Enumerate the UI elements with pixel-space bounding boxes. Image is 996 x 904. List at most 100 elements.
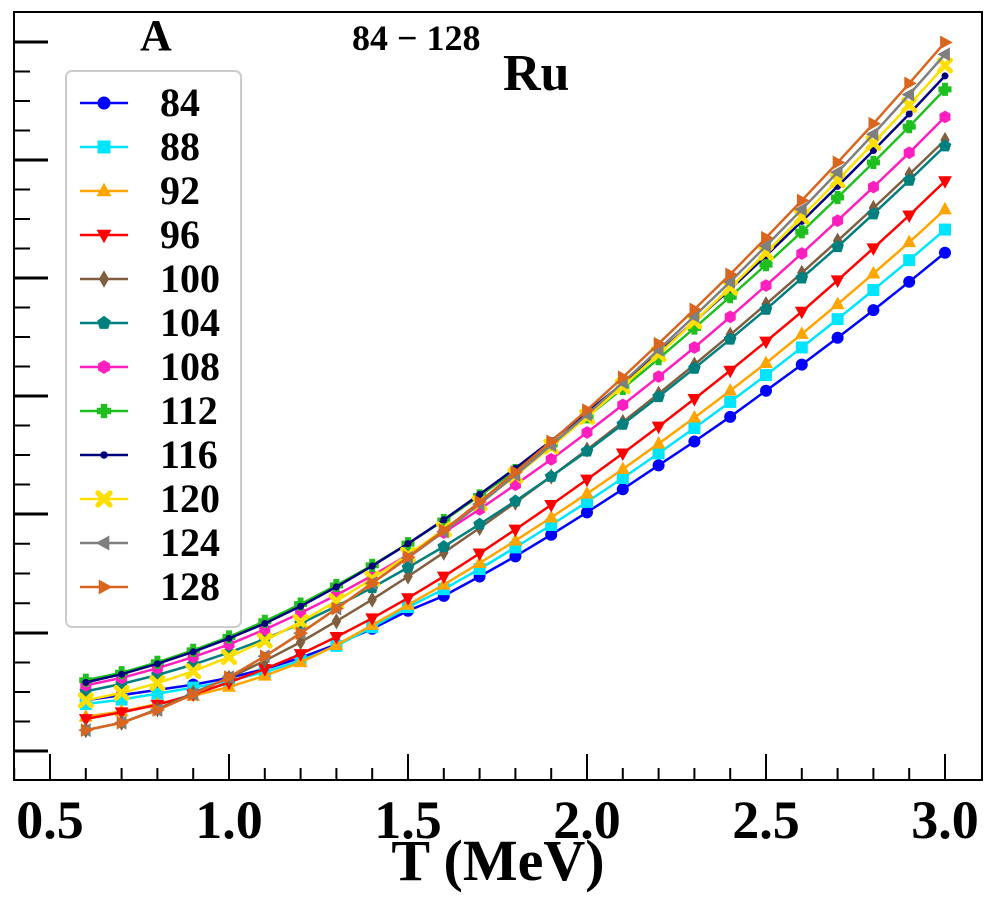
- x-tick-label: 3.0: [911, 790, 979, 850]
- data-point-96: [687, 394, 702, 407]
- data-point-128: [689, 302, 703, 317]
- series-layer: [77, 35, 953, 739]
- data-point-104: [902, 173, 916, 186]
- legend-label: 92: [160, 168, 200, 213]
- data-point-116: [332, 583, 340, 591]
- data-point-116: [440, 516, 448, 524]
- data-point-108: [760, 279, 772, 292]
- data-point-120: [221, 649, 237, 666]
- data-point-96: [651, 421, 666, 435]
- legend-label: 84: [160, 80, 200, 125]
- panel-label: A: [140, 11, 172, 60]
- data-point-104: [473, 517, 486, 530]
- data-point-96: [365, 613, 380, 626]
- data-point-120: [113, 684, 130, 701]
- legend-marker: [95, 490, 113, 508]
- legend-marker: [97, 315, 111, 329]
- data-point-108: [832, 214, 844, 227]
- data-point-96: [794, 306, 809, 320]
- data-point-92: [544, 509, 559, 523]
- data-point-108: [903, 146, 915, 160]
- data-point-108: [724, 310, 736, 324]
- data-point-84: [831, 331, 844, 344]
- data-point-96: [436, 571, 451, 585]
- data-point-92: [615, 461, 630, 474]
- x-axis-tick-labels: 0.5 1.0 1.5 2.0 2.5 3.0: [16, 790, 979, 850]
- data-point-128: [868, 116, 882, 131]
- data-point-92: [723, 383, 738, 396]
- data-point-116: [153, 660, 161, 668]
- series-128: [80, 35, 953, 738]
- legend-label: 120: [160, 476, 220, 521]
- data-point-92: [794, 326, 809, 339]
- legend-item-104: 104: [80, 300, 220, 345]
- data-point-120: [185, 663, 202, 680]
- legend-marker: [98, 360, 110, 374]
- data-point-116: [297, 602, 305, 610]
- legend-item-88: 88: [80, 124, 200, 169]
- legend-marker: [97, 96, 111, 110]
- data-point-116: [368, 562, 376, 570]
- data-point-92: [651, 436, 666, 449]
- legend-label: 96: [160, 212, 200, 257]
- data-point-100: [295, 633, 306, 651]
- data-point-116: [118, 670, 126, 678]
- legend-label: 104: [160, 300, 220, 345]
- data-point-120: [901, 97, 918, 113]
- data-point-104: [938, 139, 952, 152]
- data-point-124: [901, 87, 915, 102]
- data-point-84: [867, 304, 880, 317]
- data-point-84: [903, 275, 916, 288]
- x-axis-ticks: [13, 754, 946, 780]
- data-point-112: [938, 82, 952, 96]
- legend-label: 112: [160, 388, 218, 433]
- data-point-92: [866, 265, 881, 279]
- data-point-88: [724, 395, 737, 408]
- data-point-116: [941, 72, 949, 80]
- y-axis-ticks: [14, 40, 48, 753]
- data-point-96: [723, 365, 738, 379]
- data-point-128: [80, 723, 94, 738]
- data-point-128: [474, 494, 488, 509]
- legend-marker: [95, 535, 110, 551]
- data-point-128: [832, 155, 846, 170]
- x-tick-label: 1.0: [195, 790, 263, 850]
- data-point-96: [759, 336, 773, 350]
- data-point-124: [865, 127, 879, 142]
- data-point-116: [905, 110, 913, 118]
- data-point-108: [581, 426, 593, 439]
- legend-item-100: 100: [80, 256, 220, 301]
- legend-marker: [96, 403, 112, 419]
- legend-label: 108: [160, 344, 220, 389]
- x-tick-label: 2.0: [553, 790, 621, 850]
- data-point-128: [796, 193, 810, 208]
- data-point-96: [615, 448, 630, 462]
- data-point-120: [256, 632, 273, 649]
- data-point-112: [866, 155, 880, 170]
- data-point-128: [331, 601, 345, 616]
- legend-label: 116: [160, 432, 218, 477]
- data-point-96: [78, 714, 93, 727]
- data-point-96: [938, 176, 952, 189]
- data-point-124: [758, 239, 771, 253]
- x-tick-label: 2.5: [732, 790, 800, 850]
- legend-label: 128: [160, 564, 220, 609]
- data-point-96: [866, 243, 881, 256]
- x-axis-title: T (MeV): [391, 828, 604, 893]
- data-point-96: [472, 548, 487, 561]
- legend-marker: [96, 182, 112, 197]
- data-point-88: [652, 447, 665, 460]
- data-point-96: [902, 210, 917, 224]
- data-point-128: [259, 649, 273, 664]
- legend-item-124: 124: [80, 520, 220, 565]
- data-point-108: [688, 341, 700, 354]
- data-point-116: [189, 648, 197, 656]
- legend-marker: [98, 579, 113, 595]
- legend-marker: [98, 270, 110, 288]
- data-point-104: [759, 302, 773, 315]
- x-tick-label: 0.5: [16, 790, 84, 850]
- data-point-104: [509, 494, 522, 507]
- data-point-96: [329, 632, 344, 645]
- data-point-84: [616, 483, 629, 496]
